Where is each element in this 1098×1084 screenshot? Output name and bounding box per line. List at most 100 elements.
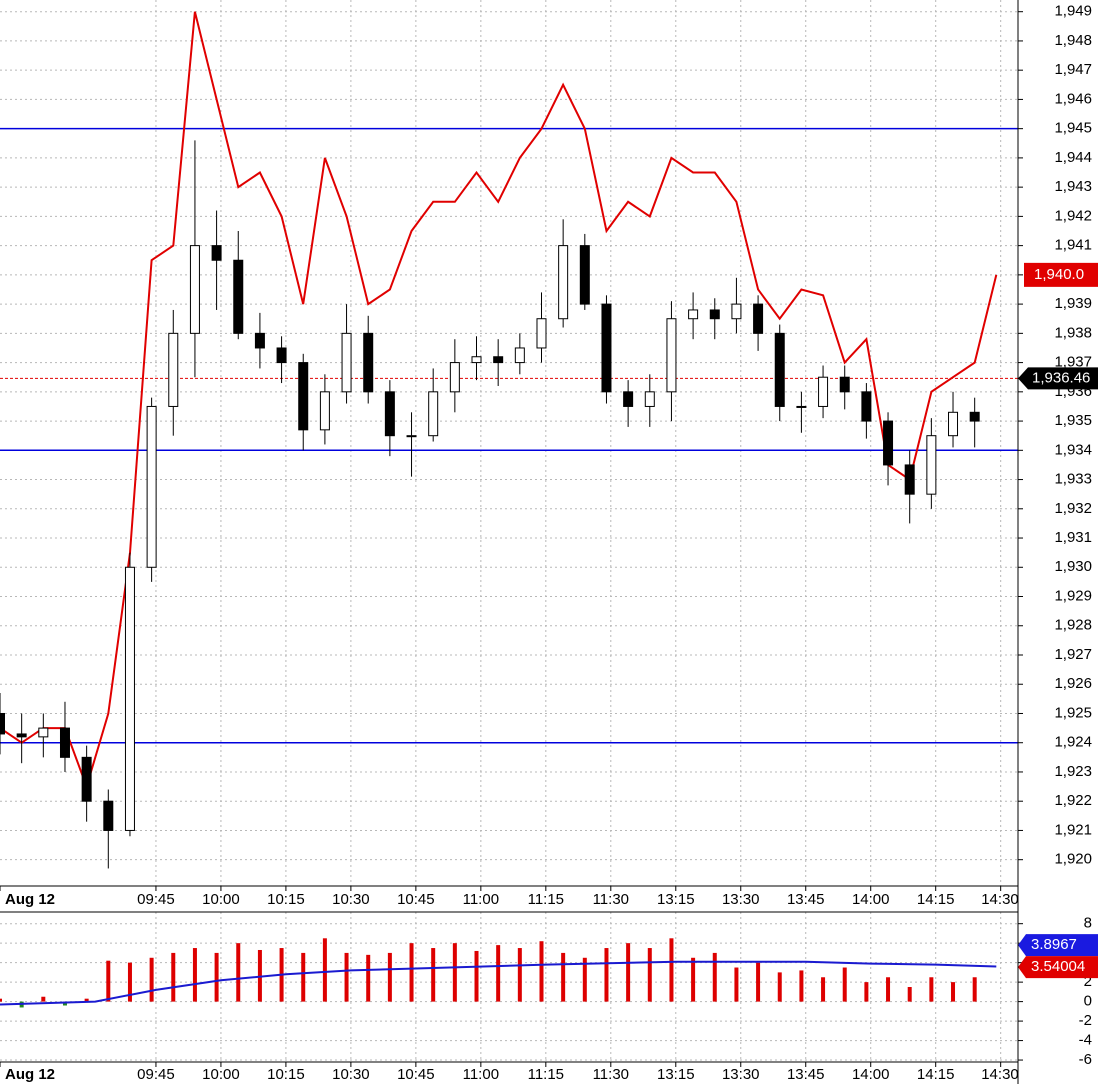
x-tick-label: Aug 12	[5, 891, 55, 908]
bar	[907, 987, 912, 1002]
x-tick-label: 13:45	[787, 891, 825, 908]
candle-body	[796, 405, 807, 408]
bar	[799, 970, 804, 1002]
value-marker-label: 3.8967	[1031, 936, 1077, 953]
bar	[929, 977, 934, 1002]
price-marker-label: 1,936.46	[1032, 369, 1090, 386]
x-tick-label: 11:15	[528, 891, 564, 908]
y-tick-label: 1,929	[1054, 587, 1092, 604]
x-tick-label: 10:45	[397, 891, 435, 908]
candle-body	[644, 391, 655, 407]
bar	[366, 954, 371, 1002]
candle-body	[363, 332, 374, 393]
candle-body	[319, 391, 330, 431]
y-tick-label: 1,944	[1054, 149, 1092, 166]
bar	[669, 938, 674, 1002]
y-tick-label: 1,948	[1054, 32, 1092, 49]
candle-body	[969, 411, 980, 422]
x-tick-label: 10:15	[267, 1066, 305, 1083]
candle-body	[254, 332, 265, 349]
y-tick-label: 1,945	[1054, 120, 1092, 137]
candle-body	[709, 309, 720, 320]
x-tick-label: 09:45	[137, 1066, 175, 1083]
x-tick-label: 10:00	[202, 891, 240, 908]
bar	[301, 952, 306, 1002]
value-marker	[1018, 934, 1098, 957]
x-tick-label: 14:30	[981, 891, 1019, 908]
y-tick-label: 1,938	[1054, 324, 1092, 341]
y-tick-label: 0	[1084, 993, 1092, 1010]
bar	[192, 948, 197, 1002]
overlay-line	[0, 11, 998, 790]
y-tick-label: 1,926	[1054, 675, 1092, 692]
bar	[821, 977, 826, 1002]
candle-body	[406, 435, 417, 438]
y-tick-label: 1,931	[1054, 529, 1092, 546]
y-tick-label: 1,942	[1054, 207, 1092, 224]
y-tick-label: 1,949	[1054, 3, 1092, 20]
candle-body	[731, 303, 742, 320]
candle-body	[558, 245, 569, 320]
x-tick-label: 11:15	[528, 1066, 564, 1083]
x-tick-label: 10:00	[202, 1066, 240, 1083]
bar	[626, 943, 631, 1002]
x-tick-label: 10:30	[332, 891, 370, 908]
x-tick-label: 09:45	[137, 891, 175, 908]
bar	[734, 967, 739, 1002]
y-tick-label: 1,923	[1054, 763, 1092, 780]
y-tick-label: 1,922	[1054, 792, 1092, 809]
x-tick-label: 11:00	[463, 1066, 499, 1083]
bar	[561, 952, 566, 1002]
y-tick-label: 1,928	[1054, 617, 1092, 634]
y-tick-label: -4	[1079, 1032, 1092, 1049]
candle-body	[883, 420, 894, 466]
y-tick-label: 1,921	[1054, 821, 1092, 838]
bar	[322, 938, 327, 1002]
candle-body	[493, 356, 504, 364]
candle-body	[926, 435, 937, 495]
y-tick-label: 1,941	[1054, 237, 1092, 254]
candle-body	[59, 727, 70, 758]
y-tick-label: 1,943	[1054, 178, 1092, 195]
y-tick-label: 1,946	[1054, 90, 1092, 107]
candle-body	[103, 800, 114, 831]
candle-body	[428, 391, 439, 437]
x-tick-label: 11:30	[593, 891, 629, 908]
overlay-line	[0, 960, 997, 1006]
bar	[604, 948, 609, 1002]
bar	[387, 952, 392, 1002]
candle-body	[168, 332, 179, 407]
x-tick-label: 10:15	[267, 891, 305, 908]
x-tick-label: 13:30	[722, 1066, 760, 1083]
candle-body	[233, 259, 244, 334]
bar	[647, 948, 652, 1002]
y-tick-label: 2	[1084, 973, 1092, 990]
value-marker-label: 3.54004	[1031, 958, 1085, 975]
candle-body	[601, 303, 612, 393]
bar	[474, 950, 479, 1002]
candle-body	[904, 464, 915, 495]
x-tick-label: 14:15	[917, 891, 955, 908]
bar	[517, 948, 522, 1002]
price-marker-label: 1,940.0	[1034, 266, 1084, 283]
bar	[214, 952, 219, 1002]
x-tick-label: 14:15	[917, 1066, 955, 1083]
y-tick-label: 1,920	[1054, 851, 1092, 868]
candle-body	[298, 362, 309, 431]
bar	[886, 977, 891, 1002]
y-tick-label: 1,927	[1054, 646, 1092, 663]
candle-body	[276, 347, 287, 364]
bar	[756, 962, 761, 1002]
bar	[0, 998, 2, 1002]
x-tick-label: 10:45	[397, 1066, 435, 1083]
bar	[691, 957, 696, 1002]
bar	[149, 957, 154, 1002]
y-tick-label: 1,937	[1054, 354, 1092, 371]
candle-body	[81, 756, 92, 802]
bar	[409, 943, 414, 1002]
bar	[127, 962, 132, 1002]
y-tick-label: 1,924	[1054, 734, 1092, 751]
y-tick-label: 1,939	[1054, 295, 1092, 312]
